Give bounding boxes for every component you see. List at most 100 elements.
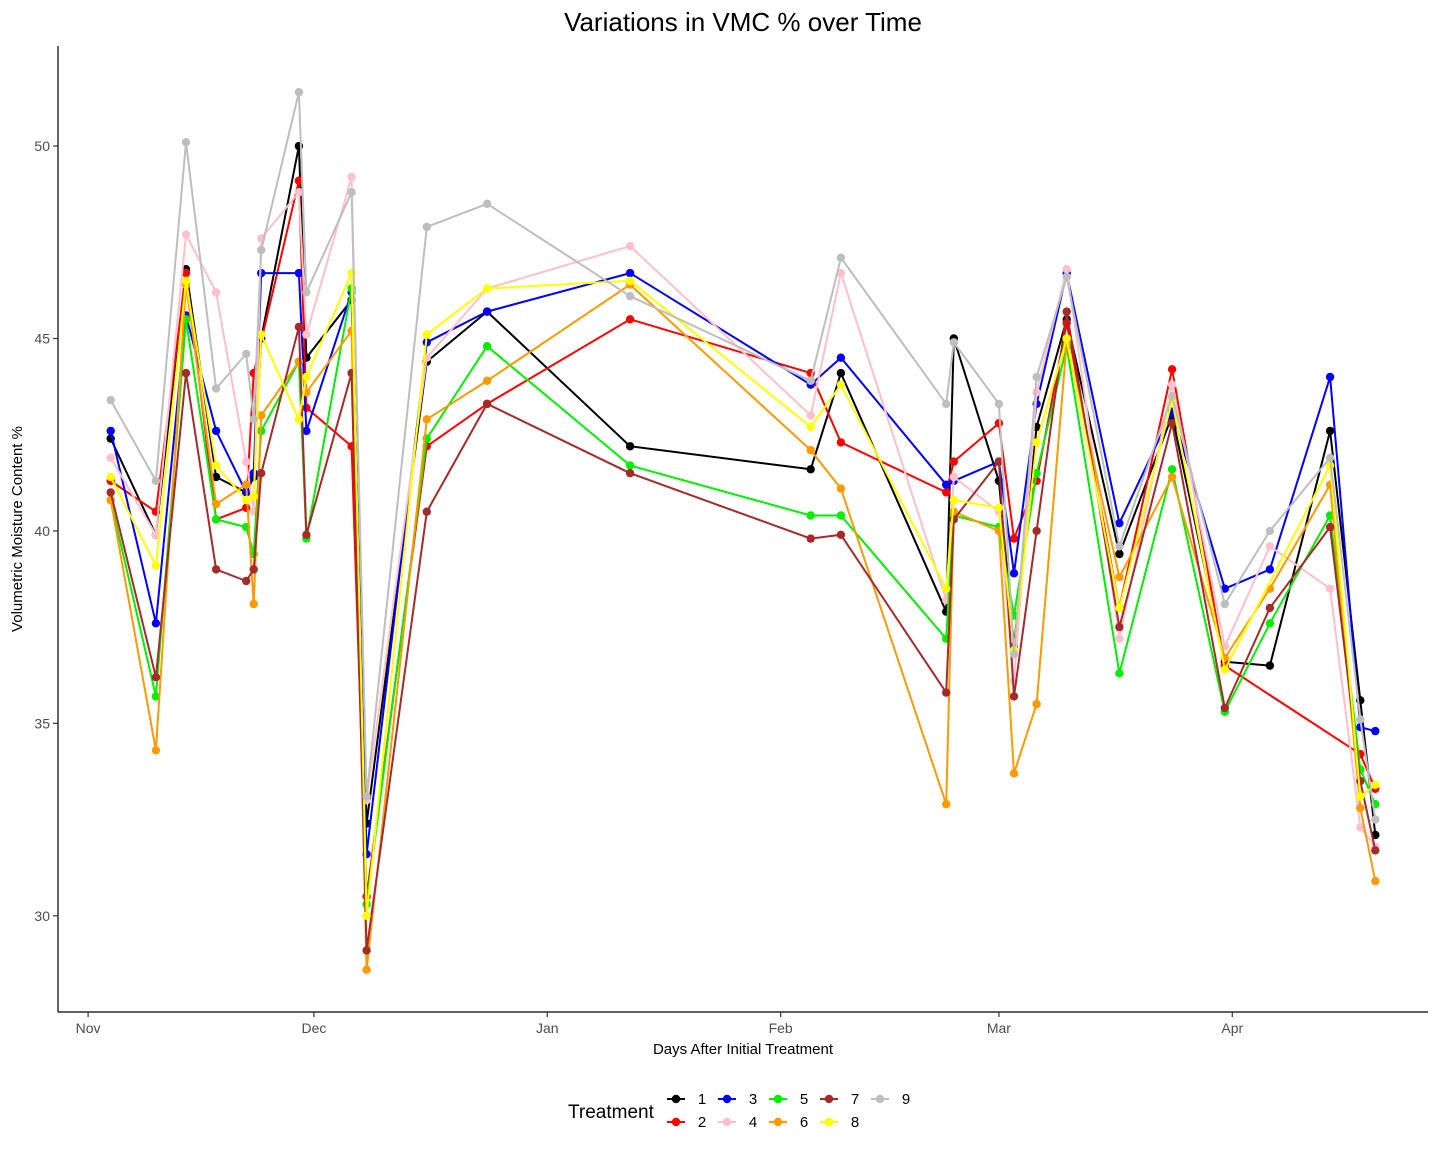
series-6 (106, 280, 1380, 974)
data-point (625, 276, 635, 285)
data-point (1167, 472, 1177, 482)
data-point (1032, 438, 1041, 447)
data-point (1115, 519, 1124, 528)
data-point (625, 469, 635, 478)
legend-key-point (824, 1117, 834, 1127)
data-point (1265, 619, 1275, 628)
data-point (942, 800, 951, 809)
data-point (1371, 726, 1380, 736)
legend-label: 3 (749, 1091, 757, 1108)
series-line-4 (109, 175, 1377, 848)
data-point (836, 268, 846, 278)
data-point (257, 411, 266, 420)
data-point (625, 241, 635, 251)
series-layer (106, 88, 1380, 974)
data-point (211, 288, 221, 297)
data-point (806, 465, 815, 474)
data-point (1356, 715, 1365, 724)
data-point (836, 380, 846, 389)
data-point (347, 188, 356, 197)
data-point (949, 338, 958, 347)
data-point (151, 619, 161, 628)
data-point (1009, 534, 1019, 543)
legend-label: 4 (749, 1114, 757, 1131)
data-point (151, 692, 161, 701)
data-point (1009, 649, 1019, 659)
legend-item-6: 6 (769, 1114, 808, 1131)
legend-item-3: 3 (718, 1091, 757, 1108)
legend-key-point (671, 1094, 681, 1104)
data-point (1062, 334, 1071, 343)
data-point (257, 245, 266, 255)
legend-items: 1 2 3 4 5 6 7 8 9 (667, 1091, 910, 1131)
legend-item-8: 8 (820, 1114, 859, 1131)
data-point (482, 307, 492, 316)
data-point (994, 399, 1004, 409)
data-point (211, 426, 221, 436)
data-point (242, 349, 251, 359)
data-point (836, 530, 846, 539)
data-point (1167, 419, 1177, 428)
data-point (806, 376, 815, 385)
data-point (1325, 453, 1335, 462)
data-point (302, 530, 311, 539)
x-tick-label: Feb (769, 1020, 793, 1036)
data-point (806, 411, 815, 420)
data-point (181, 268, 191, 278)
data-point (1115, 622, 1124, 632)
y-tick-label: 50 (34, 138, 50, 154)
data-point (942, 488, 951, 497)
data-point (242, 576, 251, 586)
data-point (1115, 669, 1124, 678)
legend-item-2: 2 (667, 1114, 706, 1131)
series-3 (106, 268, 1380, 859)
data-point (1220, 703, 1230, 713)
data-point (482, 284, 492, 293)
x-tick-label: Apr (1221, 1020, 1243, 1036)
y-tick-label: 35 (34, 715, 50, 731)
series-7 (106, 307, 1380, 955)
y-tick-label: 45 (34, 330, 50, 346)
data-point (249, 492, 258, 501)
data-point (1115, 549, 1124, 559)
data-point (949, 457, 958, 466)
x-tick-label: Mar (987, 1020, 1011, 1036)
data-point (1115, 634, 1124, 643)
data-point (302, 426, 311, 436)
data-point (1115, 542, 1124, 551)
data-point (1356, 823, 1365, 832)
data-point (151, 476, 161, 486)
x-axis-ticks: Nov Dec Jan Feb Mar Apr (76, 1012, 1244, 1036)
data-point (942, 480, 951, 489)
data-point (949, 495, 958, 505)
data-point (1325, 426, 1335, 436)
data-point (211, 472, 221, 482)
data-point (1265, 603, 1275, 613)
data-point (1032, 469, 1041, 478)
data-point (294, 188, 304, 197)
legend-label: 7 (851, 1091, 859, 1108)
data-point (249, 565, 258, 574)
series-9 (106, 88, 1380, 824)
data-point (294, 176, 304, 185)
data-point (151, 746, 161, 755)
data-point (106, 395, 115, 405)
data-point (1220, 599, 1230, 609)
data-point (1371, 780, 1380, 790)
data-point (249, 415, 258, 424)
data-point (1115, 572, 1124, 582)
data-point (211, 461, 221, 470)
data-point (347, 172, 356, 182)
data-point (1062, 265, 1071, 274)
data-point (422, 415, 431, 424)
data-point (181, 230, 191, 239)
data-point (422, 330, 431, 339)
legend-label: 6 (800, 1114, 808, 1131)
data-point (1356, 803, 1365, 813)
data-point (1062, 272, 1071, 282)
data-point (1325, 372, 1335, 382)
data-point (249, 599, 258, 609)
data-point (836, 438, 846, 447)
data-point (302, 288, 311, 297)
data-point (294, 415, 304, 424)
